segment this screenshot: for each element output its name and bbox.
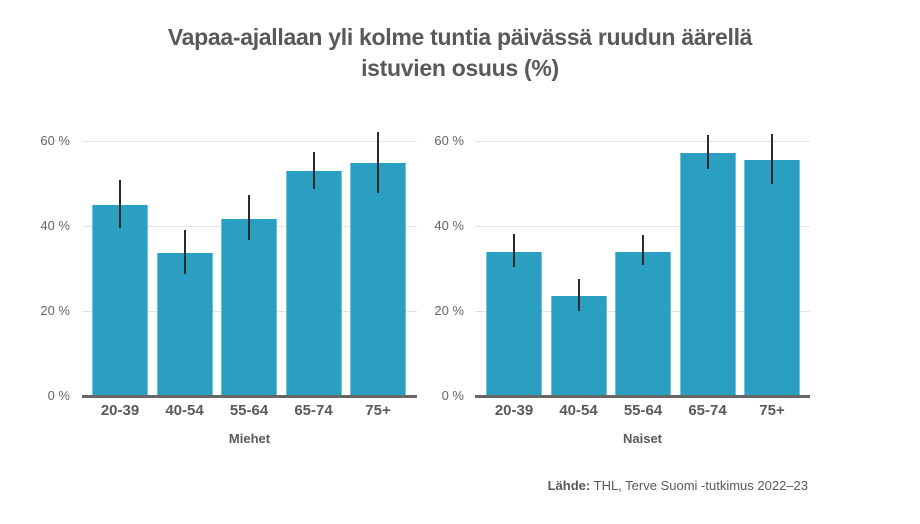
gridline — [475, 226, 810, 227]
bar-20-39 — [486, 251, 542, 396]
x-tick-label: 65-74 — [688, 402, 727, 419]
y-tick-label: 40 % — [434, 218, 464, 233]
x-tick-label: 65-74 — [294, 402, 333, 419]
bar-65-74 — [285, 171, 342, 396]
y-tick-label: 40 % — [40, 218, 70, 233]
bar-55-64 — [615, 251, 671, 396]
y-tick-label: 20 % — [434, 303, 464, 318]
error-bar — [312, 152, 315, 190]
x-tick-label: 20-39 — [494, 402, 534, 419]
x-tick-label: 40-54 — [559, 402, 598, 419]
bar-20-39 — [92, 204, 148, 396]
source-note: Lähde: THL, Terve Suomi -tutkimus 2022–2… — [548, 478, 808, 493]
bar-75+ — [744, 160, 800, 396]
error-bar — [513, 233, 515, 268]
x-axis-title: Naiset — [622, 431, 663, 446]
x-tick-label: 75+ — [365, 402, 391, 419]
x-tick-label: 55-64 — [623, 402, 663, 419]
gridline — [475, 141, 810, 142]
error-bar — [577, 278, 580, 312]
bar-55-64 — [221, 218, 277, 396]
error-bar — [377, 131, 379, 194]
x-axis-title: Miehet — [228, 431, 271, 446]
error-bar — [119, 180, 121, 228]
y-tick-label: 20 % — [40, 303, 70, 318]
chart-title: Vapaa-ajallaan yli kolme tuntia päivässä… — [0, 22, 920, 84]
error-bar — [771, 134, 773, 184]
y-tick-label: 0 % — [47, 388, 70, 403]
error-bar — [183, 229, 186, 274]
gridline — [82, 141, 417, 142]
chart-title-line1: Vapaa-ajallaan yli kolme tuntia päivässä… — [167, 24, 753, 50]
bar-65-74 — [679, 152, 736, 396]
x-axis-line — [475, 395, 810, 398]
y-tick-label: 60 % — [40, 133, 70, 148]
y-tick-label: 0 % — [441, 388, 464, 403]
error-bar — [706, 135, 709, 170]
x-axis-line — [82, 395, 417, 398]
bar-75+ — [350, 163, 406, 396]
bar-40-54 — [550, 296, 607, 396]
source-label: Lähde: — [547, 478, 591, 493]
x-tick-label: 40-54 — [165, 402, 204, 419]
x-tick-label: 20-39 — [100, 402, 140, 419]
x-tick-label: 75+ — [759, 402, 785, 419]
bar-40-54 — [156, 253, 213, 396]
source-text: THL, Terve Suomi -tutkimus 2022–23 — [593, 478, 808, 493]
y-tick-label: 60 % — [434, 133, 464, 148]
error-bar — [248, 195, 250, 241]
error-bar — [642, 235, 644, 265]
x-tick-label: 55-64 — [229, 402, 269, 419]
chart-title-line2: istuvien osuus (%) — [361, 55, 559, 81]
